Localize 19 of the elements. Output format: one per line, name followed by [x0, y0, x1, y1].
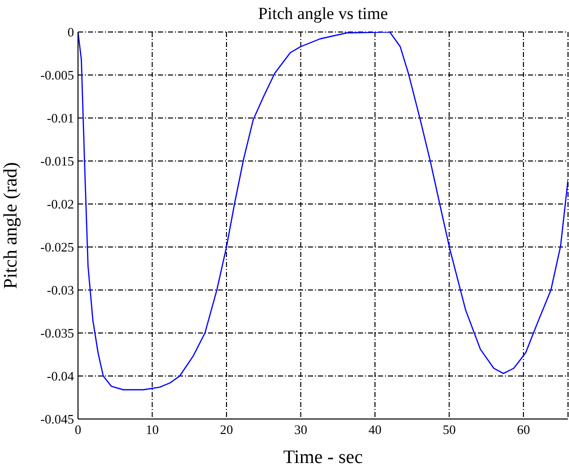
y-tick-label: -0.035 [40, 326, 74, 341]
chart-title: Pitch angle vs time [257, 4, 389, 24]
x-axis-title: Time - sec [283, 447, 363, 465]
y-tick-label: 0 [68, 24, 74, 40]
x-tick-label: 20 [220, 422, 233, 438]
y-tick-label: -0.015 [40, 154, 74, 169]
y-tick-label: -0.02 [46, 196, 74, 212]
y-tick-label: -0.005 [40, 68, 74, 83]
y-tick-label: -0.03 [46, 282, 74, 298]
y-tick-label: -0.04 [46, 368, 74, 384]
x-tick-label: 10 [146, 422, 159, 438]
y-tick-label: -0.045 [40, 412, 74, 427]
x-tick-label: 50 [442, 422, 456, 438]
x-tick-label: 30 [294, 422, 308, 438]
x-tick-label: 40 [368, 422, 382, 438]
y-axis-title: Pitch angle (rad) [0, 162, 22, 289]
y-tick-label: -0.01 [46, 110, 74, 126]
y-tick-label: -0.025 [40, 240, 74, 255]
x-tick-label: 60 [516, 422, 530, 438]
